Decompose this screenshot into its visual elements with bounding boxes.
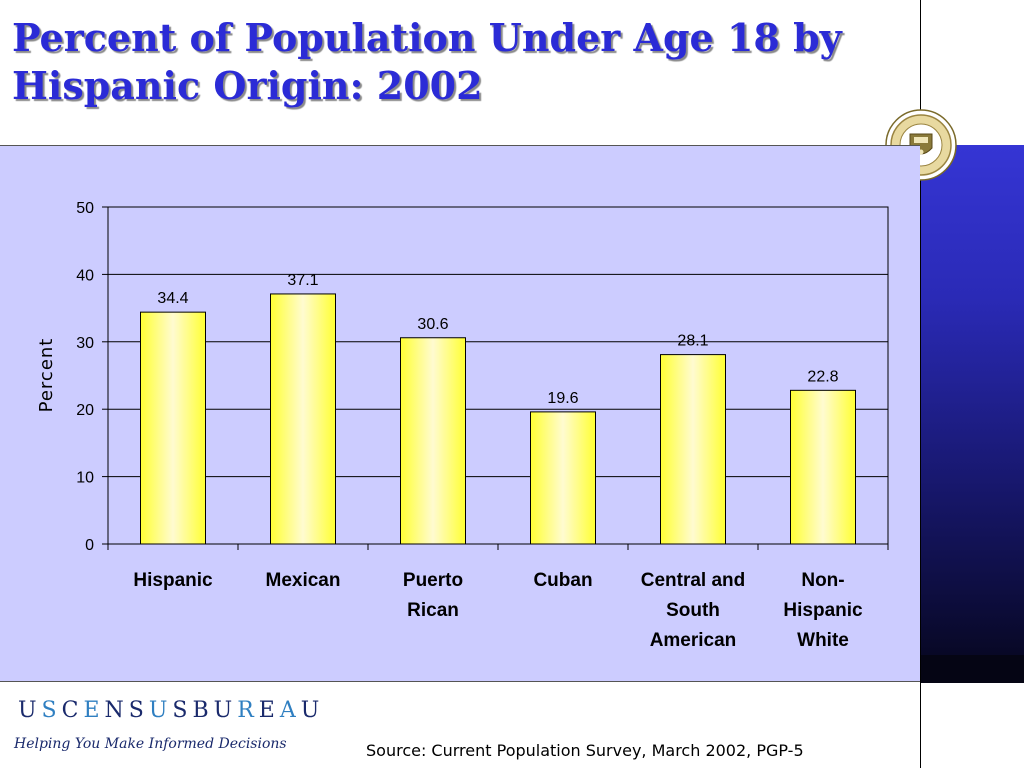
- bar: [660, 354, 726, 545]
- census-bureau-logo: USCENSUSBUREAU: [18, 698, 324, 723]
- y-tick-label: 20: [76, 402, 94, 419]
- y-tick-label: 40: [76, 267, 94, 284]
- title-line-1: Percent of Population Under Age 18 by: [12, 15, 842, 60]
- brand-letter: U: [213, 698, 238, 723]
- right-divider: [920, 0, 921, 768]
- x-category-label: Non-Hispanic White: [783, 570, 863, 651]
- brand-letter: N: [104, 698, 129, 723]
- source-note: Source: Current Population Survey, March…: [366, 741, 804, 760]
- x-category-label: Central and South American: [641, 570, 746, 651]
- data-label: 22.8: [807, 368, 838, 385]
- bar-chart: 34.4 37.1 30.6 19.6 28.1 22.8 0 10 20 30 40 50 Hisp…: [36, 200, 889, 651]
- brand-letter: E: [83, 698, 105, 723]
- y-tick-label: 0: [85, 537, 94, 554]
- brand-letter: U: [148, 698, 173, 723]
- data-label: 19.6: [547, 390, 578, 407]
- y-tick-label: 10: [76, 470, 94, 487]
- bar: [400, 337, 466, 545]
- title-line-2: Hispanic Origin: 2002: [12, 63, 483, 108]
- bar: [790, 389, 856, 545]
- x-category-label: Hispanic: [133, 570, 213, 591]
- x-category-label: Puerto Rican: [403, 570, 463, 621]
- bar: [270, 293, 336, 545]
- brand-letter: U: [300, 698, 325, 723]
- data-label: 30.6: [417, 316, 448, 333]
- right-color-band: [921, 145, 1024, 655]
- brand-letter: R: [237, 698, 259, 723]
- brand-letter: S: [128, 698, 149, 723]
- slide-title: Percent of Population Under Age 18 by Hi…: [12, 14, 912, 110]
- chart-panel: 34.4 37.1 30.6 19.6 28.1 22.8 0 10 20 30 40 50 Hisp…: [0, 145, 920, 682]
- y-axis-label: Percent: [36, 338, 57, 413]
- data-label: 34.4: [157, 290, 188, 307]
- brand-letter: E: [258, 698, 280, 723]
- plot-area: [107, 206, 889, 545]
- right-band-footer: [921, 655, 1024, 683]
- bar: [140, 311, 206, 545]
- bar: [530, 411, 596, 545]
- y-tick-label: 50: [76, 200, 94, 217]
- brand-letter: C: [61, 698, 84, 723]
- brand-letter: B: [192, 698, 214, 723]
- y-tick-label: 30: [76, 335, 94, 352]
- x-category-label: Cuban: [533, 570, 592, 591]
- brand-letter: S: [172, 698, 193, 723]
- data-label: 37.1: [287, 272, 318, 289]
- brand-letter: A: [279, 698, 301, 723]
- tagline: Helping You Make Informed Decisions: [14, 736, 287, 752]
- x-category-label: Mexican: [266, 570, 341, 591]
- brand-letter: U: [18, 698, 42, 723]
- brand-letter: S: [41, 698, 62, 723]
- data-label: 28.1: [677, 333, 708, 350]
